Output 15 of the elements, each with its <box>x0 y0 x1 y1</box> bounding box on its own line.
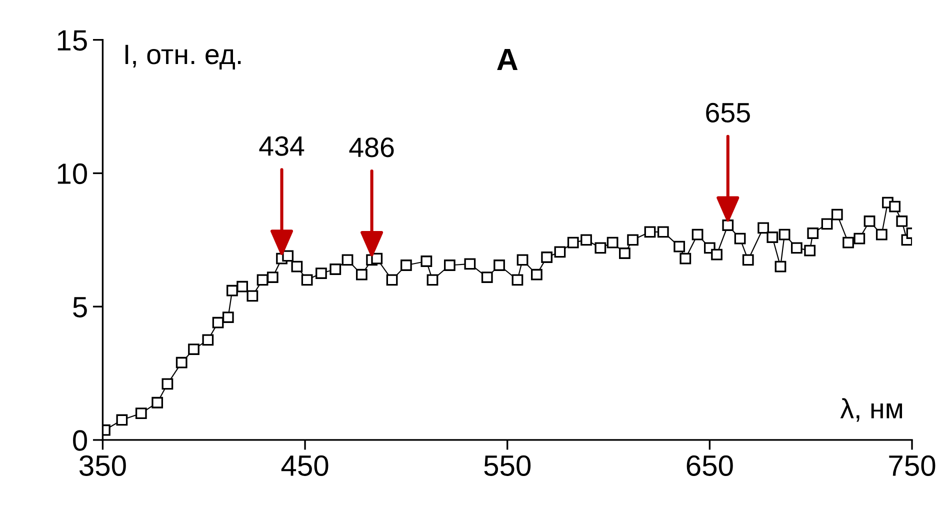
annotation: 434 <box>259 136 304 156</box>
x-tick-label: 450 <box>281 455 328 476</box>
x-tick-label: 550 <box>484 455 531 476</box>
x-tick-label: 750 <box>889 455 936 476</box>
annotation: 486 <box>349 138 394 158</box>
x-axis-title: λ, нм <box>840 398 902 422</box>
y-tick-label: 15 <box>58 30 87 51</box>
chart-title: A <box>497 48 518 70</box>
y-tick-label: 10 <box>58 163 87 184</box>
y-axis-title: I, отн. ед. <box>126 44 241 70</box>
annotation: 655 <box>706 102 750 123</box>
x-tick-label: 650 <box>686 455 733 476</box>
y-tick-label: 5 <box>73 297 87 318</box>
x-tick-label: 350 <box>79 455 126 476</box>
y-tick-label: 0 <box>73 430 87 451</box>
